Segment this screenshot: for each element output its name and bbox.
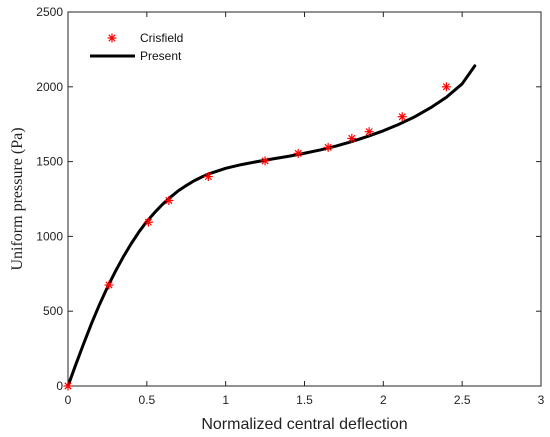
y-tick-label: 0: [56, 379, 63, 393]
y-tick-label: 1000: [36, 229, 63, 243]
data-point-crisfield: [347, 133, 357, 143]
y-tick-label: 2500: [36, 5, 63, 19]
legend-label-present: Present: [140, 49, 182, 63]
axes-layer: 0 0.5 1 1.5 2 2.5 3 0 500 1000 1500 2000 2500: [36, 5, 544, 407]
x-tick-label: 3: [538, 393, 545, 407]
x-tick-label: 2.5: [454, 393, 471, 407]
x-tick-label: 1.5: [296, 393, 313, 407]
legend-marker-asterisk: [107, 33, 117, 43]
data-point-crisfield: [293, 148, 303, 158]
series-line-present: [66, 64, 477, 388]
data-point-crisfield: [203, 172, 213, 182]
legend-marker-crisfield: [107, 33, 117, 43]
data-point-crisfield: [397, 112, 407, 122]
data-point-crisfield: [104, 280, 114, 290]
x-axis-label: Normalized central deflection: [201, 416, 407, 433]
x-tick-label: 0.5: [138, 393, 155, 407]
data-point-crisfield: [164, 195, 174, 205]
y-tick-label: 500: [43, 304, 63, 318]
data-point-crisfield: [63, 381, 73, 391]
x-tick-label: 2: [380, 393, 387, 407]
labels-layer: Normalized central deflection Uniform pr…: [9, 127, 408, 433]
y-tick-label: 1500: [36, 155, 63, 169]
data-point-crisfield: [260, 156, 270, 166]
x-tick-label: 1: [222, 393, 229, 407]
y-tick-label: 2000: [36, 80, 63, 94]
legend-label-crisfield: Crisfield: [140, 31, 183, 45]
series-layer: [63, 64, 477, 391]
legend-box: [82, 24, 202, 70]
x-tick-label: 0: [65, 393, 72, 407]
data-point-crisfield: [441, 82, 451, 92]
data-point-crisfield: [364, 127, 374, 137]
data-point-crisfield: [143, 217, 153, 227]
data-point-crisfield: [323, 142, 333, 152]
y-axis-label: Uniform pressure (Pa): [9, 127, 26, 270]
legend: Crisfield Present: [82, 24, 202, 70]
